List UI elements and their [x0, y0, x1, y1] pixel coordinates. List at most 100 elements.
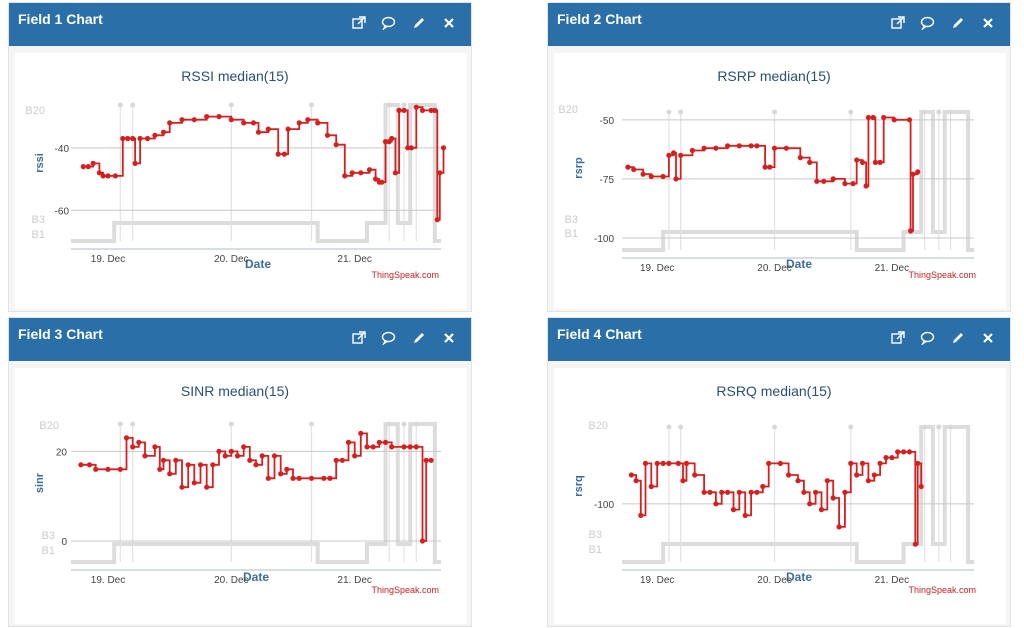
data-point[interactable]: [638, 512, 644, 518]
data-point[interactable]: [275, 151, 281, 157]
data-point[interactable]: [284, 466, 290, 472]
data-point[interactable]: [910, 171, 916, 177]
data-point[interactable]: [324, 132, 331, 138]
data-point[interactable]: [296, 120, 302, 126]
data-point[interactable]: [797, 155, 803, 161]
data-point[interactable]: [204, 114, 210, 120]
data-point[interactable]: [915, 169, 921, 175]
data-point[interactable]: [842, 181, 848, 187]
data-point[interactable]: [883, 455, 889, 461]
data-point[interactable]: [683, 460, 690, 466]
data-point[interactable]: [692, 472, 698, 478]
pencil-icon[interactable]: [949, 329, 966, 346]
data-point[interactable]: [376, 439, 382, 445]
data-point[interactable]: [859, 159, 866, 165]
data-point[interactable]: [725, 143, 731, 149]
data-point[interactable]: [437, 170, 443, 176]
data-point[interactable]: [210, 462, 216, 468]
data-point[interactable]: [105, 466, 111, 472]
data-point[interactable]: [440, 145, 447, 151]
data-point[interactable]: [713, 145, 719, 151]
comment-icon[interactable]: [380, 14, 397, 31]
data-point[interactable]: [222, 453, 228, 459]
data-point[interactable]: [771, 145, 778, 151]
data-point[interactable]: [736, 143, 742, 149]
thingspeak-credit-link[interactable]: ThingSpeak.com: [908, 270, 976, 280]
data-point[interactable]: [167, 120, 173, 126]
data-point[interactable]: [382, 439, 389, 445]
data-point[interactable]: [342, 173, 348, 179]
data-point[interactable]: [871, 472, 877, 478]
data-point[interactable]: [265, 475, 271, 481]
data-point[interactable]: [660, 460, 666, 466]
data-point[interactable]: [285, 126, 291, 132]
data-point[interactable]: [801, 489, 807, 495]
data-point[interactable]: [859, 460, 866, 466]
data-point[interactable]: [654, 460, 660, 466]
data-point[interactable]: [132, 160, 138, 166]
comment-icon[interactable]: [919, 14, 936, 31]
data-point[interactable]: [216, 448, 222, 454]
comment-icon[interactable]: [919, 329, 936, 346]
data-point[interactable]: [877, 159, 883, 165]
data-point[interactable]: [179, 484, 185, 490]
data-point[interactable]: [241, 120, 247, 126]
data-point[interactable]: [766, 460, 772, 466]
data-point[interactable]: [640, 171, 646, 177]
data-point[interactable]: [136, 439, 142, 445]
data-point[interactable]: [689, 147, 695, 154]
data-point[interactable]: [364, 444, 370, 450]
data-point[interactable]: [157, 466, 163, 472]
data-point[interactable]: [96, 170, 102, 176]
data-point[interactable]: [78, 462, 84, 468]
data-point[interactable]: [877, 460, 883, 466]
data-point[interactable]: [191, 117, 197, 123]
data-point[interactable]: [870, 114, 876, 121]
pencil-icon[interactable]: [410, 14, 427, 31]
data-point[interactable]: [349, 170, 355, 176]
data-point[interactable]: [830, 176, 836, 182]
data-point[interactable]: [432, 107, 438, 113]
data-point[interactable]: [405, 145, 411, 151]
data-point[interactable]: [278, 471, 284, 477]
data-point[interactable]: [204, 484, 210, 490]
data-point[interactable]: [918, 483, 924, 490]
data-point[interactable]: [333, 142, 339, 148]
data-point[interactable]: [93, 466, 99, 472]
data-point[interactable]: [265, 126, 271, 132]
data-point[interactable]: [814, 178, 820, 184]
data-point[interactable]: [830, 495, 836, 501]
data-point[interactable]: [366, 167, 373, 173]
data-point[interactable]: [413, 444, 419, 450]
data-point[interactable]: [678, 152, 684, 158]
data-point[interactable]: [648, 483, 654, 490]
data-point[interactable]: [701, 489, 707, 495]
data-point[interactable]: [216, 114, 222, 120]
data-point[interactable]: [392, 170, 398, 176]
data-point[interactable]: [660, 173, 666, 180]
data-point[interactable]: [824, 478, 830, 484]
data-point[interactable]: [795, 478, 801, 484]
data-point[interactable]: [401, 444, 407, 450]
data-point[interactable]: [315, 120, 321, 126]
data-point[interactable]: [675, 460, 681, 466]
data-point[interactable]: [413, 104, 419, 110]
data-point[interactable]: [117, 466, 123, 472]
data-point[interactable]: [807, 501, 813, 507]
data-point[interactable]: [296, 475, 302, 481]
data-point[interactable]: [259, 453, 265, 459]
data-point[interactable]: [234, 453, 241, 459]
external-link-icon[interactable]: [889, 329, 906, 346]
comment-icon[interactable]: [380, 329, 397, 346]
data-point[interactable]: [713, 501, 719, 507]
external-link-icon[interactable]: [350, 329, 367, 346]
data-point[interactable]: [786, 472, 792, 478]
data-point[interactable]: [813, 489, 819, 495]
data-point[interactable]: [725, 489, 731, 495]
data-point[interactable]: [255, 129, 262, 135]
close-icon[interactable]: [440, 329, 457, 346]
thingspeak-credit-link[interactable]: ThingSpeak.com: [371, 270, 439, 280]
data-point[interactable]: [86, 462, 93, 468]
data-point[interactable]: [631, 166, 637, 173]
data-point[interactable]: [428, 457, 434, 463]
